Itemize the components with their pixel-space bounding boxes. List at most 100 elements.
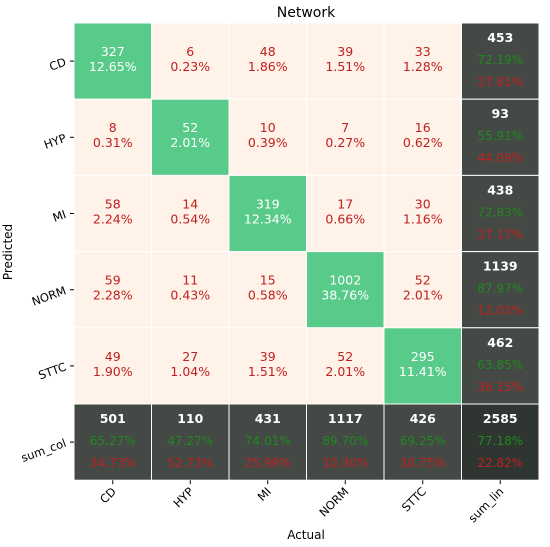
cell-count: 39 bbox=[260, 349, 276, 364]
cell-count: 319 bbox=[256, 196, 280, 211]
row-total-cell bbox=[461, 98, 540, 176]
cell-percent: 1.28% bbox=[403, 59, 443, 74]
cell-percent: 0.58% bbox=[248, 288, 288, 303]
cell-percent: 1.51% bbox=[248, 364, 288, 379]
cell-percent: 2.01% bbox=[325, 364, 365, 379]
cell-percent: 0.54% bbox=[170, 211, 210, 226]
col-total-bad: 10.30% bbox=[322, 456, 368, 470]
x-tick-label: HYP bbox=[170, 484, 196, 510]
row-total-cell bbox=[461, 327, 540, 405]
cell-count: 6 bbox=[186, 44, 194, 59]
row-total-cell bbox=[461, 22, 540, 100]
matrix-cell bbox=[73, 327, 152, 405]
cell-count: 15 bbox=[260, 273, 276, 288]
row-total-bad: 27.81% bbox=[477, 75, 523, 89]
y-tick-label: CD bbox=[47, 55, 68, 74]
row-total-count: 1139 bbox=[483, 259, 518, 274]
matrix-cell bbox=[306, 327, 385, 405]
cell-count: 295 bbox=[411, 349, 435, 364]
y-tick-label: STTC bbox=[36, 360, 68, 383]
cell-count: 10 bbox=[260, 120, 276, 135]
cell-count: 52 bbox=[415, 273, 431, 288]
row-total-bad: 36.15% bbox=[477, 380, 523, 394]
matrix-cell bbox=[73, 22, 152, 100]
cell-percent: 1.51% bbox=[325, 59, 365, 74]
x-tick-label: MI bbox=[255, 484, 274, 503]
cell-count: 11 bbox=[182, 273, 198, 288]
chart-title: Network bbox=[277, 5, 336, 21]
row-total-cell bbox=[461, 251, 540, 329]
cell-percent: 2.28% bbox=[93, 288, 133, 303]
cell-count: 16 bbox=[415, 120, 431, 135]
col-total-good: 69.25% bbox=[400, 434, 446, 448]
cell-percent: 0.66% bbox=[325, 211, 365, 226]
x-tick-label: CD bbox=[97, 484, 119, 506]
cell-percent: 0.43% bbox=[170, 288, 210, 303]
y-axis-label: Predicted bbox=[1, 224, 15, 280]
matrix-cell bbox=[151, 251, 230, 329]
matrix-cell bbox=[383, 327, 462, 405]
y-tick-label: HYP bbox=[42, 131, 68, 152]
row-total-good: 87.97% bbox=[477, 282, 523, 296]
cell-percent: 1.16% bbox=[403, 211, 443, 226]
row-total-count: 462 bbox=[487, 335, 513, 350]
y-tick-labels: CD HYP MI NORM STTC sum_col bbox=[19, 55, 74, 465]
cell-count: 1002 bbox=[329, 273, 361, 288]
cell-count: 59 bbox=[105, 273, 121, 288]
cell-percent: 1.04% bbox=[170, 364, 210, 379]
col-total-good: 89.70% bbox=[322, 434, 368, 448]
cell-count: 14 bbox=[182, 196, 198, 211]
cell-count: 7 bbox=[341, 120, 349, 135]
cell-count: 48 bbox=[260, 44, 276, 59]
row-total-good: 63.85% bbox=[477, 358, 523, 372]
cell-percent: 38.76% bbox=[321, 288, 369, 303]
cell-percent: 2.01% bbox=[403, 288, 443, 303]
matrix-cell bbox=[228, 22, 307, 100]
row-total-good: 72.19% bbox=[477, 53, 523, 67]
matrix-cell bbox=[151, 98, 230, 176]
cell-percent: 0.39% bbox=[248, 135, 288, 150]
cell-count: 27 bbox=[182, 349, 198, 364]
row-total-bad: 44.09% bbox=[477, 151, 523, 165]
heatmap-grid: 32712.65%60.23%481.86%391.51%331.28%4537… bbox=[73, 22, 540, 481]
grand-total-good: 77.18% bbox=[477, 434, 523, 448]
cell-percent: 12.65% bbox=[89, 59, 137, 74]
matrix-cell bbox=[306, 98, 385, 176]
col-total-bad: 34.73% bbox=[90, 456, 136, 470]
y-tick-label: sum_col bbox=[19, 436, 68, 465]
grand-total-cell bbox=[461, 403, 540, 481]
x-tick-label: NORM bbox=[316, 484, 351, 519]
cell-percent: 1.90% bbox=[93, 364, 133, 379]
y-tick-label: MI bbox=[51, 207, 68, 225]
row-total-good: 55.91% bbox=[477, 129, 523, 143]
x-axis-label: Actual bbox=[287, 528, 325, 542]
matrix-cell bbox=[73, 174, 152, 253]
cell-percent: 11.41% bbox=[399, 364, 447, 379]
matrix-cell bbox=[383, 22, 462, 100]
cell-percent: 0.62% bbox=[403, 135, 443, 150]
cell-count: 58 bbox=[105, 196, 121, 211]
cell-percent: 0.27% bbox=[325, 135, 365, 150]
matrix-cell bbox=[73, 251, 152, 329]
x-tick-label: STTC bbox=[399, 484, 429, 514]
cell-count: 49 bbox=[105, 349, 121, 364]
row-total-good: 72.83% bbox=[477, 205, 523, 219]
matrix-cell bbox=[228, 327, 307, 405]
col-total-count: 501 bbox=[100, 411, 126, 426]
col-total-count: 110 bbox=[177, 411, 203, 426]
cell-count: 39 bbox=[337, 44, 353, 59]
matrix-cell bbox=[151, 22, 230, 100]
row-total-count: 438 bbox=[487, 182, 513, 197]
col-total-count: 426 bbox=[410, 411, 436, 426]
y-tick-label: NORM bbox=[30, 283, 68, 308]
col-total-cell bbox=[73, 403, 152, 481]
row-total-count: 93 bbox=[492, 106, 509, 121]
cell-percent: 2.24% bbox=[93, 211, 133, 226]
matrix-cell bbox=[151, 174, 230, 253]
cell-count: 52 bbox=[182, 120, 198, 135]
matrix-cell bbox=[306, 22, 385, 100]
x-tick-label: sum_lin bbox=[465, 484, 506, 525]
cell-count: 17 bbox=[337, 196, 353, 211]
matrix-cell bbox=[383, 174, 462, 253]
